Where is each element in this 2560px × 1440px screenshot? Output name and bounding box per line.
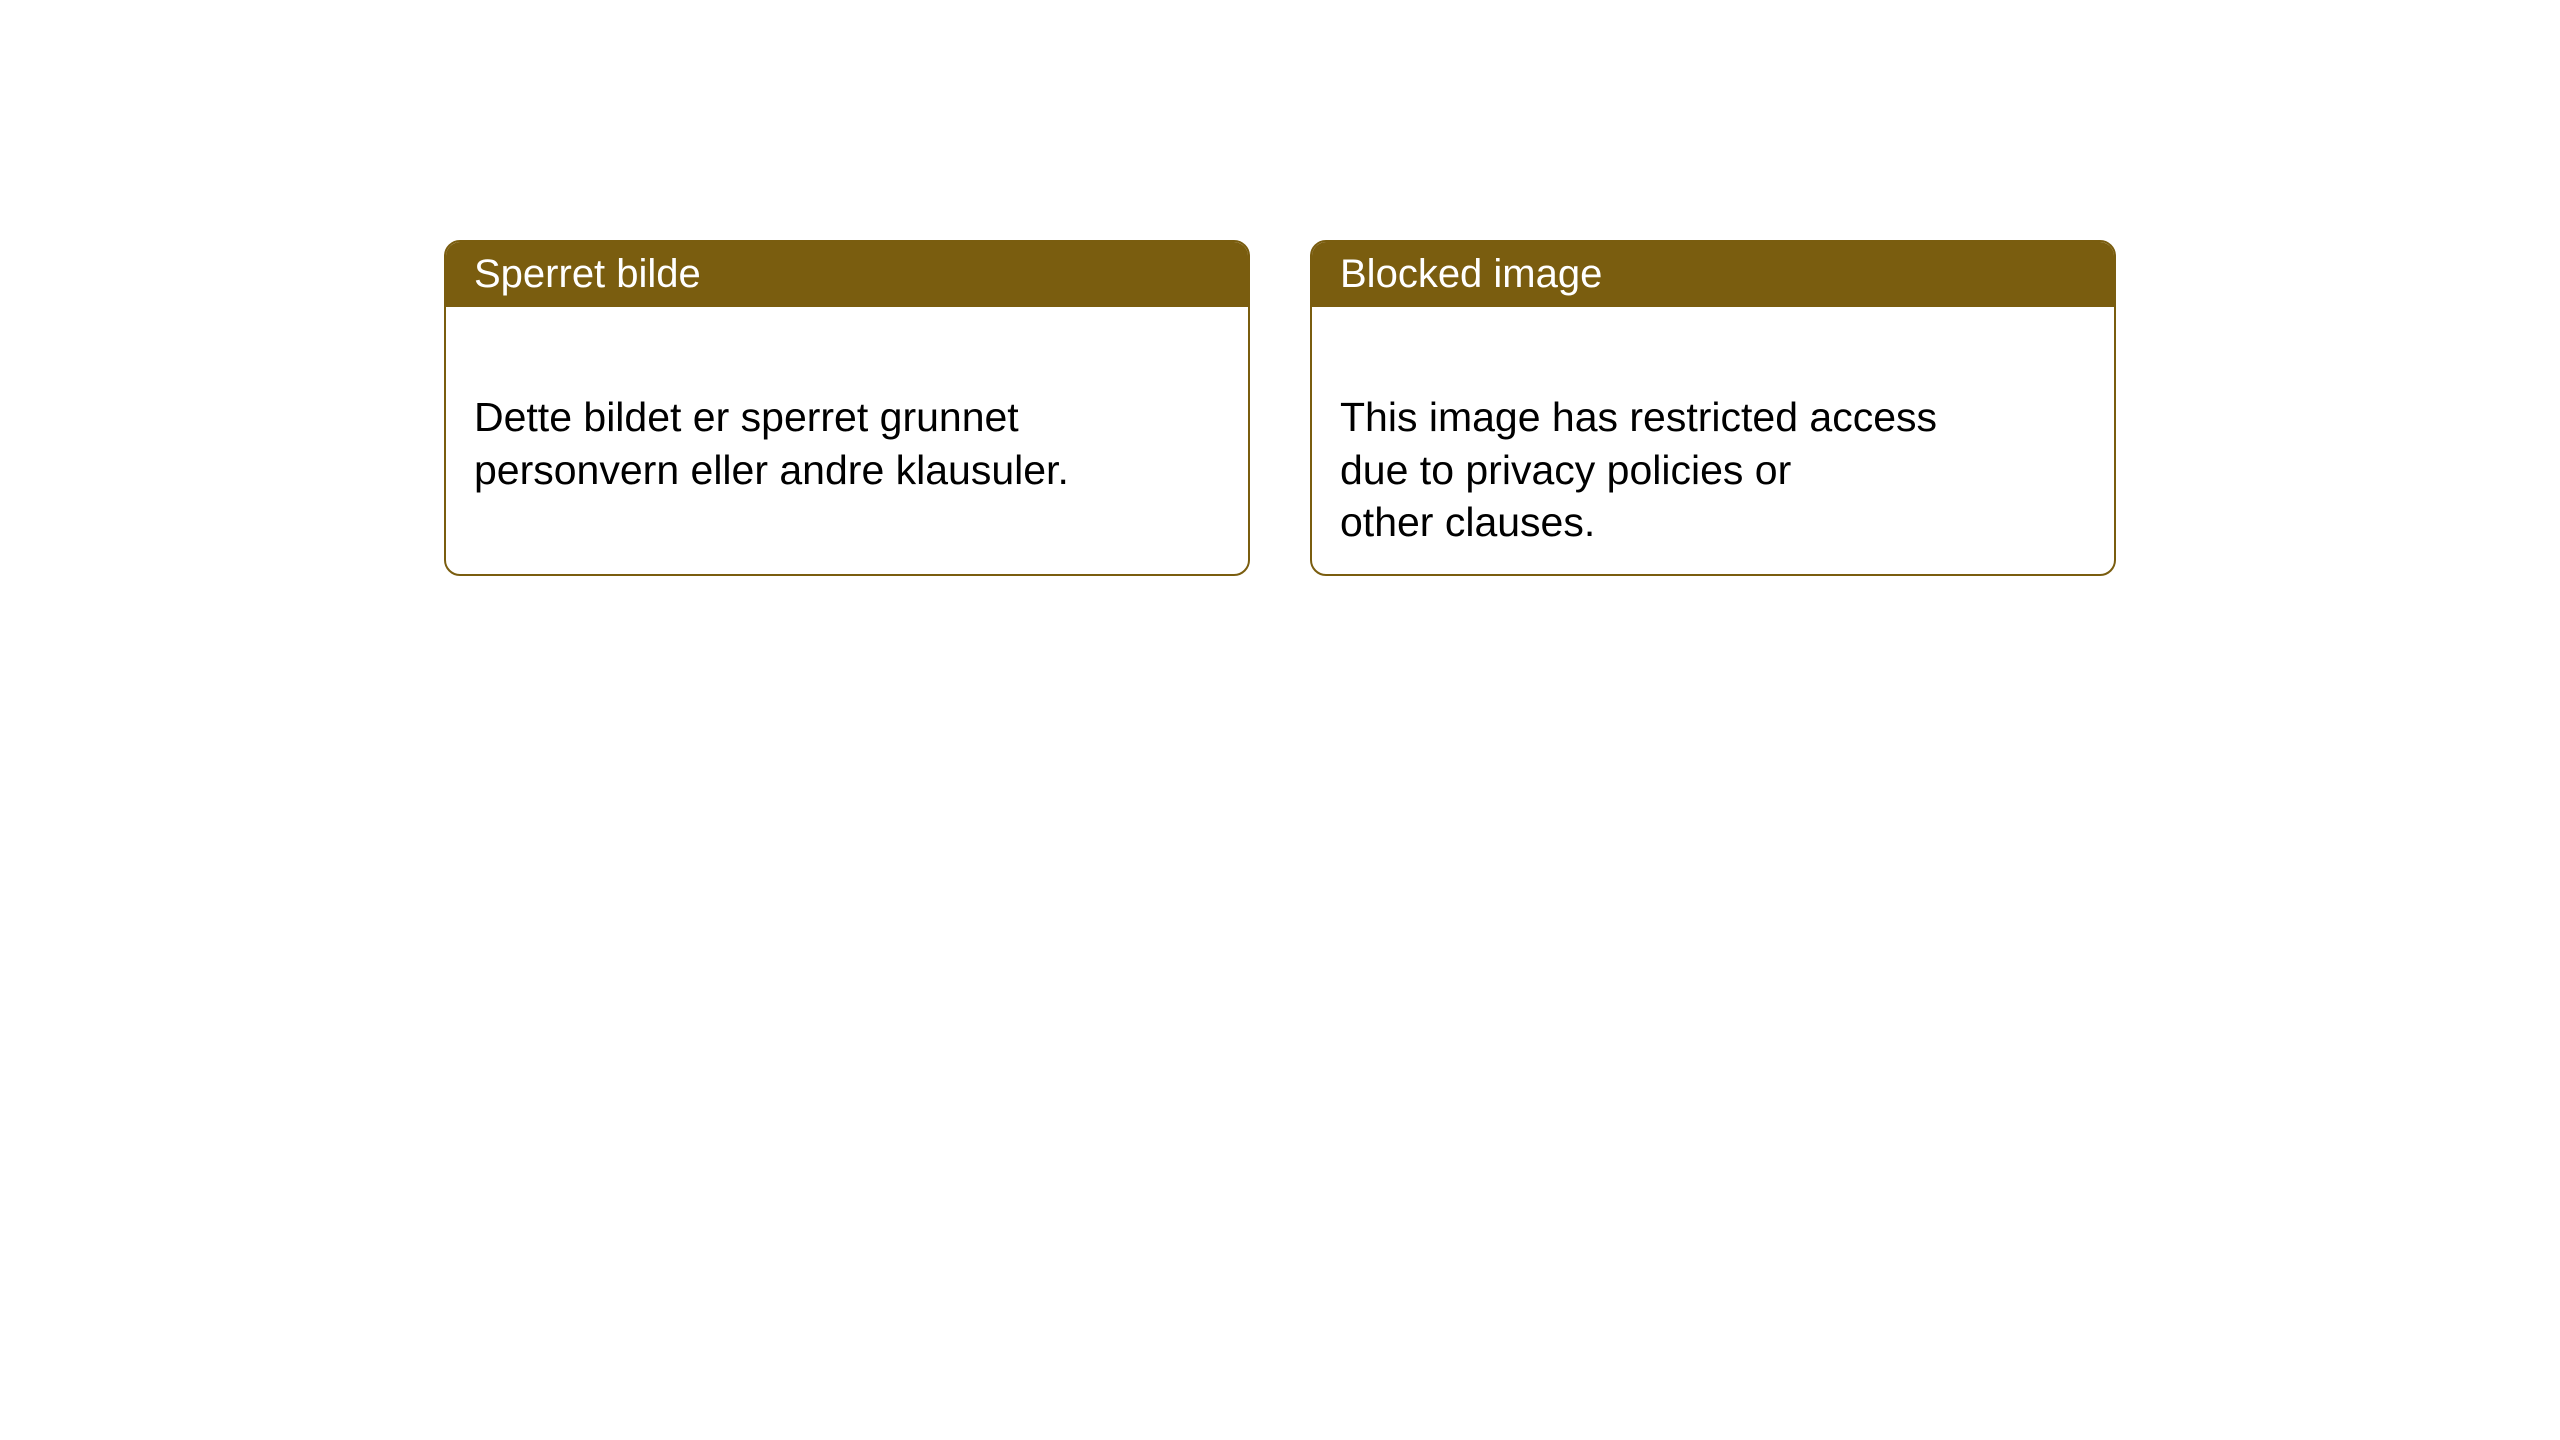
notice-container: Sperret bilde Dette bildet er sperret gr…: [444, 240, 2116, 576]
notice-header-english: Blocked image: [1312, 242, 2114, 307]
notice-title-norwegian: Sperret bilde: [474, 252, 701, 296]
notice-body-english: This image has restricted access due to …: [1312, 307, 2114, 576]
notice-box-norwegian: Sperret bilde Dette bildet er sperret gr…: [444, 240, 1250, 576]
notice-title-english: Blocked image: [1340, 252, 1602, 296]
notice-text-norwegian: Dette bildet er sperret grunnet personve…: [474, 394, 1069, 492]
notice-text-english: This image has restricted access due to …: [1340, 394, 1937, 545]
notice-header-norwegian: Sperret bilde: [446, 242, 1248, 307]
notice-body-norwegian: Dette bildet er sperret grunnet personve…: [446, 307, 1248, 528]
notice-box-english: Blocked image This image has restricted …: [1310, 240, 2116, 576]
